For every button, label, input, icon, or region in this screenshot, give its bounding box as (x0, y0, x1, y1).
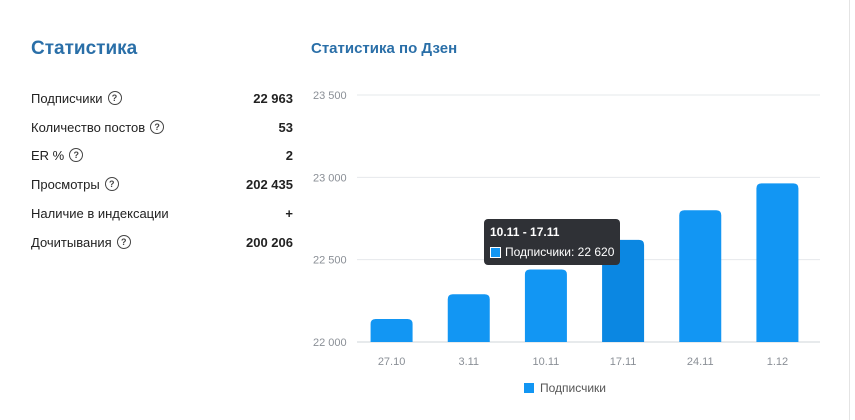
help-icon[interactable]: ? (107, 91, 122, 105)
stat-row-views: Просмотры? 202 435 (31, 174, 293, 194)
stats-title: Статистика (31, 38, 138, 59)
stat-label: Подписчики (31, 90, 103, 106)
bar (679, 210, 722, 342)
stat-row-read-through: Дочитывания? 200 206 (31, 232, 293, 252)
stat-label: Наличие в индексации (31, 205, 169, 221)
tooltip-range: 10.11 - 17.11 (490, 225, 560, 239)
panel-divider (849, 0, 850, 420)
stat-value: 53 (278, 119, 293, 135)
help-icon[interactable]: ? (116, 235, 131, 249)
y-tick-label: 22 500 (313, 255, 347, 267)
stat-value: 2 (285, 147, 293, 163)
bar (756, 183, 799, 342)
y-tick-label: 23 000 (313, 172, 347, 184)
chart-legend[interactable]: Подписчики (524, 381, 606, 395)
stat-value: 202 435 (246, 176, 293, 192)
x-tick-label: 3.11 (458, 356, 479, 368)
stat-value: + (285, 205, 293, 221)
x-tick-label: 27.10 (378, 356, 406, 368)
bar (370, 318, 413, 342)
bar (447, 294, 490, 342)
stat-row-posts: Количество постов? 53 (31, 117, 293, 137)
tooltip-value: Подписчики: 22 620 (505, 245, 615, 259)
stat-value: 200 206 (246, 234, 293, 250)
y-tick-label: 23 500 (313, 90, 347, 102)
stat-row-indexing: Наличие в индексации + (31, 203, 293, 223)
legend-label: Подписчики (540, 381, 607, 395)
x-tick-label: 1.12 (767, 356, 788, 368)
bar (524, 269, 567, 342)
help-icon[interactable]: ? (104, 177, 119, 191)
stat-label: ER % (31, 147, 65, 163)
tooltip-swatch (490, 246, 501, 258)
help-icon[interactable]: ? (69, 148, 84, 162)
stat-row-subscribers: Подписчики? 22 963 (31, 88, 293, 108)
legend-swatch (524, 383, 534, 393)
stat-label: Дочитывания (31, 234, 112, 250)
x-tick-label: 17.11 (610, 356, 637, 368)
x-tick-label: 24.11 (687, 356, 714, 368)
chart-tooltip: 10.11 - 17.11 Подписчики: 22 620 (484, 219, 621, 265)
y-tick-label: 22 000 (313, 337, 347, 349)
stat-label: Просмотры (31, 176, 100, 192)
x-tick-label: 10.11 (533, 356, 560, 368)
chart-title: Статистика по Дзен (311, 40, 458, 57)
stat-row-er: ER %? 2 (31, 145, 293, 165)
help-icon[interactable]: ? (150, 120, 165, 134)
stat-label: Количество постов (31, 119, 146, 135)
stat-value: 22 963 (253, 90, 293, 106)
bar (602, 239, 645, 342)
